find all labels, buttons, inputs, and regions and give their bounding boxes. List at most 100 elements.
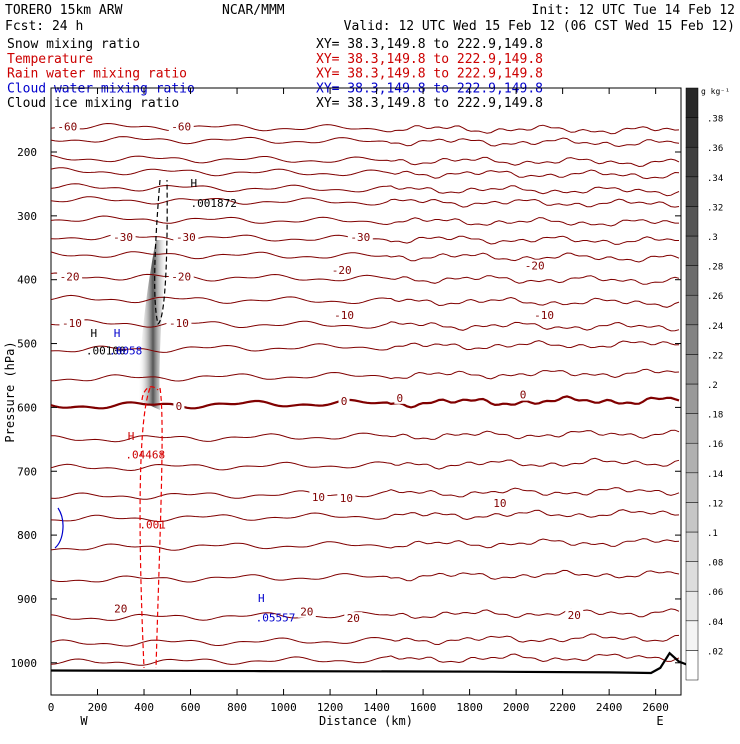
isotherm-label-bg [297,605,316,618]
colorbar-tick-label: .3 [707,233,718,243]
isotherm-line [50,633,680,647]
colorbar-cell [685,146,699,178]
isotherm-label: -10 [169,317,189,330]
colorbar-tick-label: .18 [707,411,723,421]
isotherm-line [50,215,679,227]
max-label: .04468 [125,448,165,461]
colorbar-cell [685,324,699,355]
colorbar-tick-label: .08 [707,559,723,569]
x-tick-label: 2600 [642,701,669,714]
isotherm-line [50,569,680,583]
isotherm-label-bg [331,308,357,321]
isotherm-label-bg [394,391,406,404]
max-label: .00100 [86,344,126,357]
colorbar-tick-label: .02 [707,647,723,657]
y-axis-label: Pressure (hPa) [3,341,17,442]
colorbar-cell [685,442,699,474]
isotherm-label-bg [347,230,373,243]
legend-xy: XY= 38.3,149.8 to 222.9,149.8 [316,37,543,52]
center-title: NCAR/MMM [222,3,285,18]
isotherm-line [51,429,680,443]
isotherm-label-bg [329,264,355,277]
init-time: Init: 12 UTC Tue 14 Feb 12 [532,3,736,18]
colorbar-tick-label: .36 [707,144,723,154]
isotherm-line [50,368,680,382]
colorbar-cell [685,502,699,533]
isotherm-line [50,319,680,332]
isotherm-label-bg [522,259,548,272]
isotherm-label: 20 [114,603,127,616]
snow-shading [138,240,168,410]
isotherm-label-bg [490,497,509,510]
x-tick-label: 1600 [410,701,437,714]
y-tick-label: 400 [17,274,37,287]
isotherm-label-bg [57,270,83,283]
isotherm-label: 0 [176,400,183,413]
isotherm-label-bg [344,612,363,625]
max-label: .05557 [256,611,296,624]
isotherm-label-bg [338,395,350,408]
y-tick-label: 700 [17,465,37,478]
isotherm-line [50,251,680,263]
x-axis-label: Distance (km) [319,714,413,728]
isotherm-label-bg [54,120,80,133]
legend-label: Cloud ice mixing ratio [7,96,179,111]
x-tick-label: 200 [88,701,108,714]
colorbar-tick-label: .04 [707,618,723,628]
x-tick-label: 600 [181,701,201,714]
cloud-water-contour [54,507,64,549]
isotherm-label-bg [173,400,185,413]
east-label: E [656,714,663,728]
isotherm-label-bg [517,388,529,401]
terrain-line [50,651,691,675]
x-tick-label: 800 [227,701,247,714]
isotherm-label: -20 [171,271,191,284]
colorbar-tick-label: .1 [707,529,718,539]
colorbar-tick-label: .34 [707,174,723,184]
rain-contour [139,387,163,669]
colorbar-cell [685,531,699,562]
isotherm-label: 20 [347,612,360,625]
isotherm-line [50,340,680,353]
isotherm-label: -10 [334,309,354,322]
max-label: H [91,327,98,340]
colorbar-tick-label: .12 [707,499,723,509]
colorbar-tick-label: .28 [707,263,723,273]
max-label: .001872 [191,197,237,210]
isotherm-label-bg [166,317,192,330]
colorbar-cell [685,117,699,148]
y-tick-label: 500 [17,338,37,351]
colorbar-cell [685,176,699,207]
snow-plume [138,240,168,410]
colorbar-tick-label: .16 [707,440,723,450]
isotherm-line [50,538,680,551]
x-tick-label: 1800 [456,701,483,714]
colorbar-tick-label: .24 [707,322,723,332]
isotherm-label: 0 [520,389,527,402]
legend-xy: XY= 38.3,149.8 to 222.9,149.8 [316,81,543,96]
colorbar-tick-label: .2 [707,381,718,391]
max-label: H [114,327,121,340]
max-label: .0058 [109,344,142,357]
colorbar-tick-label: .26 [707,292,723,302]
colorbar-cell [685,472,699,503]
colorbar-tick-label: .22 [707,351,723,361]
isotherm-label: -30 [176,231,196,244]
isotherm-label-bg [59,317,85,330]
x-tick-label: 1000 [270,701,297,714]
isotherm-line [50,136,680,148]
x-tick-label: 2200 [549,701,576,714]
isotherm-label: 10 [312,491,325,504]
legend-xy: XY= 38.3,149.8 to 222.9,149.8 [316,67,543,82]
colorbar-cell [685,650,699,681]
colorbar-cell [685,87,699,118]
y-tick-label: 200 [17,146,37,159]
y-tick-label: 600 [17,401,37,414]
max-label: .001 [139,519,166,532]
legend-label: Snow mixing ratio [7,37,140,52]
isotherm-label: -10 [62,317,82,330]
isotherm-label-bg [168,120,194,133]
max-label: H [258,592,265,605]
isotherm-label: 20 [568,609,581,622]
